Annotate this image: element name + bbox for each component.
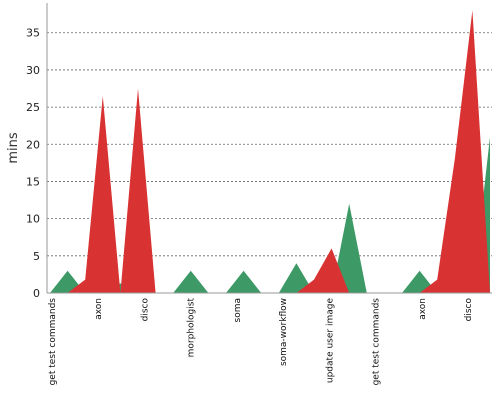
y-tick-label: 25 — [26, 101, 40, 114]
x-category-label: axon — [94, 298, 104, 320]
x-category-label: axon — [418, 298, 428, 320]
x-category-label: get test commands — [48, 298, 58, 386]
y-tick-label: 35 — [26, 27, 40, 40]
y-tick-label: 20 — [26, 138, 40, 151]
x-category-labels: get test commands axon disco morphologist so… — [48, 298, 474, 386]
y-tick-label: 10 — [26, 213, 40, 226]
x-category-label: get test commands — [372, 298, 382, 386]
data-areas — [50, 10, 490, 293]
y-tick-label: 15 — [26, 175, 40, 188]
x-category-label: morphologist — [187, 298, 197, 358]
x-category-label: soma-workflow — [279, 298, 289, 366]
y-tick-label: 0 — [33, 287, 40, 300]
x-category-label: soma — [233, 298, 243, 322]
x-category-label: update user image — [325, 298, 335, 384]
y-axis-title: mins — [6, 132, 21, 164]
x-category-label: disco — [464, 298, 474, 322]
area-series-1 — [50, 10, 490, 293]
y-tick-labels: 0 5 10 15 20 25 30 35 — [26, 27, 40, 300]
y-tick-label: 30 — [26, 64, 40, 77]
y-tick-label: 5 — [33, 250, 40, 263]
x-category-label: disco — [140, 298, 150, 322]
